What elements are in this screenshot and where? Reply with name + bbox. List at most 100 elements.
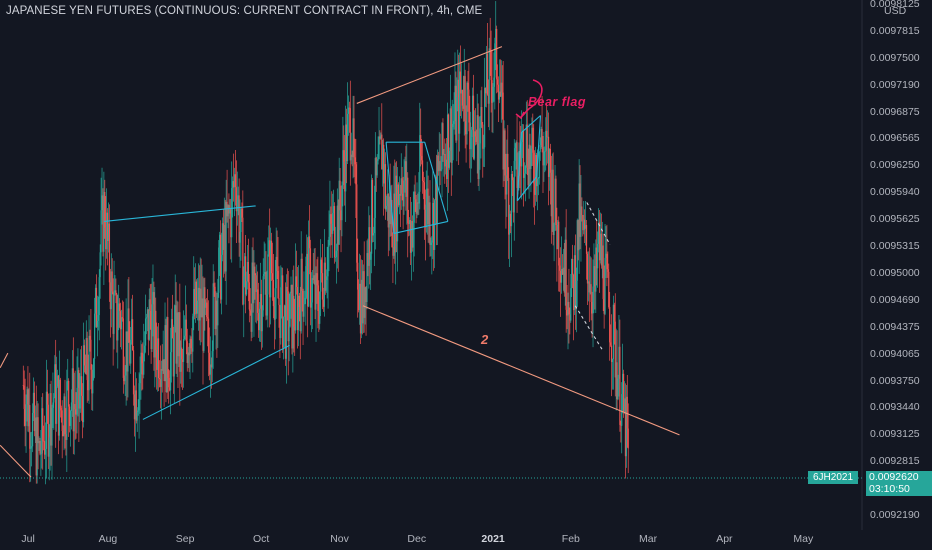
candle-body [410,221,413,253]
bear-flag-top[interactable] [520,115,541,134]
wedge-right[interactable] [424,142,449,222]
candle-body [419,135,421,192]
candle-body [543,151,545,166]
candle-body [625,396,627,457]
candle-body [589,284,591,293]
candle-body [179,312,181,372]
candle-body [468,89,470,123]
candle-body [396,175,398,242]
candle-body [361,279,363,324]
price-axis-tick: 0.0096875 [870,105,920,118]
candle-body [240,208,242,233]
candle-body [288,326,290,342]
candle-body [532,127,534,153]
candle-body [195,281,198,314]
candle-body [170,319,173,353]
candle-body [25,404,27,426]
candle-body [287,291,289,342]
candle-body [262,276,264,311]
trendline-top-orange[interactable] [356,46,503,104]
candle-body [50,393,52,446]
candle-body [178,312,180,357]
candle-body [330,214,332,224]
candle-body [281,275,283,288]
candle-body [408,220,411,224]
trendline-bottom-orange[interactable] [362,305,680,436]
candle-body [557,221,559,250]
candle-body [110,271,112,310]
channel-lower-dashed[interactable] [574,305,603,350]
candle-body [434,200,436,250]
candle-body [433,203,435,250]
candle-body [573,255,576,311]
candle-body [558,221,560,266]
candle-body [456,97,458,141]
bear-flag-right[interactable] [536,115,542,177]
channel-upper-dashed[interactable] [586,202,611,245]
candle-body [487,94,489,104]
price-axis-tick: 0.0092815 [870,455,920,468]
candle-body [276,256,278,271]
candle-body [192,316,194,352]
candle-body [223,225,225,250]
candle-body [212,283,214,352]
trendline-upper-blue[interactable] [104,205,256,222]
candle-body [28,405,30,427]
candle-body [106,212,109,241]
candle-body [445,159,447,167]
candle-body [484,87,487,94]
candle-body [548,148,551,177]
last-price-value: 0.0092620 [869,471,919,483]
trendline-left-edge[interactable] [0,352,9,369]
trendline-left-base[interactable] [0,444,32,478]
candle-body [538,151,540,179]
candle-body [570,288,572,321]
candle-body [392,247,394,256]
candle-body [166,317,168,393]
candle-body [228,205,230,214]
candle-body [348,107,350,109]
candle-body [325,280,327,291]
candle-body [599,233,602,261]
candle-body [45,391,48,449]
candle-body [401,178,403,194]
candle-body [497,84,500,100]
candle-body [157,338,160,379]
candle-body [134,390,136,420]
candle-body [305,266,307,298]
candle-body [586,253,589,284]
candle-body [427,188,429,225]
candle-body [474,131,476,137]
candle-body [209,364,212,375]
candle-body [550,172,552,217]
candle-body [618,346,620,379]
candle-body [236,199,238,212]
candle-body [308,236,310,307]
trendline-lower-blue[interactable] [142,344,290,420]
candle-body [153,292,155,358]
candle-body [576,220,578,281]
candle-body [598,222,601,261]
wedge-left[interactable] [385,142,395,234]
candle-body [612,304,614,360]
bear-flag-bottom[interactable] [516,176,538,202]
candle-body [120,317,123,330]
price-axis-tick: 0.0094375 [870,320,920,333]
candle-body [459,71,461,134]
candle-body [567,301,569,316]
wedge-bottom[interactable] [393,220,448,234]
candle-body [128,308,130,343]
candle-body [186,341,188,363]
candle-body [528,144,530,186]
candle-body [380,134,382,139]
candle-body [115,290,117,295]
bear-flag-left[interactable] [516,132,522,201]
candle-body [149,299,151,311]
candle-body [244,256,246,277]
candle-body [611,359,614,362]
candle-body [277,270,279,299]
candle-body [572,258,574,275]
candle-body [600,233,602,266]
